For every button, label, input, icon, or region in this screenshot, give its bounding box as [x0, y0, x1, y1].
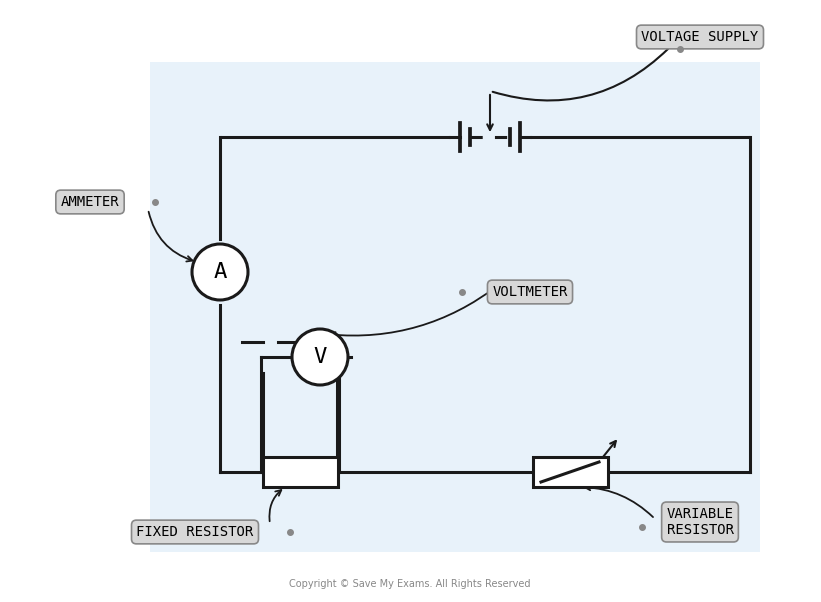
Bar [263, 457, 338, 487]
Text: A: A [213, 262, 227, 282]
Text: V: V [314, 347, 327, 367]
Text: FIXED RESISTOR: FIXED RESISTOR [136, 525, 254, 539]
Text: VOLTMETER: VOLTMETER [493, 285, 567, 299]
Text: AMMETER: AMMETER [61, 195, 119, 209]
Circle shape [192, 244, 248, 300]
FancyBboxPatch shape [150, 62, 760, 552]
Circle shape [292, 329, 348, 385]
Text: VARIABLE
RESISTOR: VARIABLE RESISTOR [667, 507, 733, 537]
Text: Copyright © Save My Exams. All Rights Reserved: Copyright © Save My Exams. All Rights Re… [289, 579, 530, 589]
Text: VOLTAGE SUPPLY: VOLTAGE SUPPLY [641, 30, 759, 44]
Bar [533, 457, 608, 487]
